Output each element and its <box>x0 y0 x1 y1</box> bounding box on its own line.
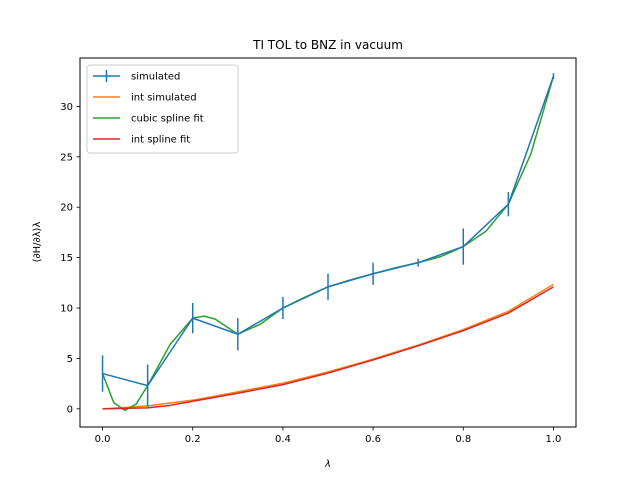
x-tick-label: 0.4 <box>275 434 291 445</box>
x-tick-label: 1.0 <box>546 434 562 445</box>
x-axis: 0.0 0.2 0.4 0.6 0.8 1.0 <box>95 427 562 445</box>
x-tick-label: 0.0 <box>95 434 111 445</box>
x-tick-label: 0.6 <box>365 434 381 445</box>
plot-area <box>101 73 555 412</box>
y-tick-label: 30 <box>60 102 73 113</box>
legend-box <box>86 64 239 154</box>
plot-frame <box>79 57 577 428</box>
y-tick-label: 0 <box>67 404 73 415</box>
y-tick-label: 25 <box>60 152 73 163</box>
x-axis-label: λ <box>324 459 331 470</box>
x-tick-label: 0.2 <box>185 434 201 445</box>
x-tick-label: 0.8 <box>455 434 471 445</box>
series-line-int-simulated <box>102 283 554 410</box>
legend-label-simulated: simulated <box>131 72 180 83</box>
legend: simulated int simulated cubic spline fit in… <box>86 64 239 154</box>
legend-label-int-spline-fit: int spline fit <box>131 135 190 146</box>
legend-label-cubic-spline-fit: cubic spline fit <box>131 114 204 125</box>
y-tick-label: 20 <box>60 203 73 214</box>
series-line-int-spline-fit <box>102 286 554 410</box>
y-tick-label: 5 <box>67 354 73 365</box>
legend-label-int-simulated: int simulated <box>131 93 197 104</box>
y-axis-label: ⟨∂H/∂λ⟩λ <box>32 221 43 262</box>
y-tick-label: 10 <box>60 304 73 315</box>
y-tick-label: 15 <box>60 253 73 264</box>
chart-title: TI TOL to BNZ in vacuum <box>252 38 403 52</box>
y-axis: 0 5 10 15 20 25 30 <box>60 102 80 415</box>
